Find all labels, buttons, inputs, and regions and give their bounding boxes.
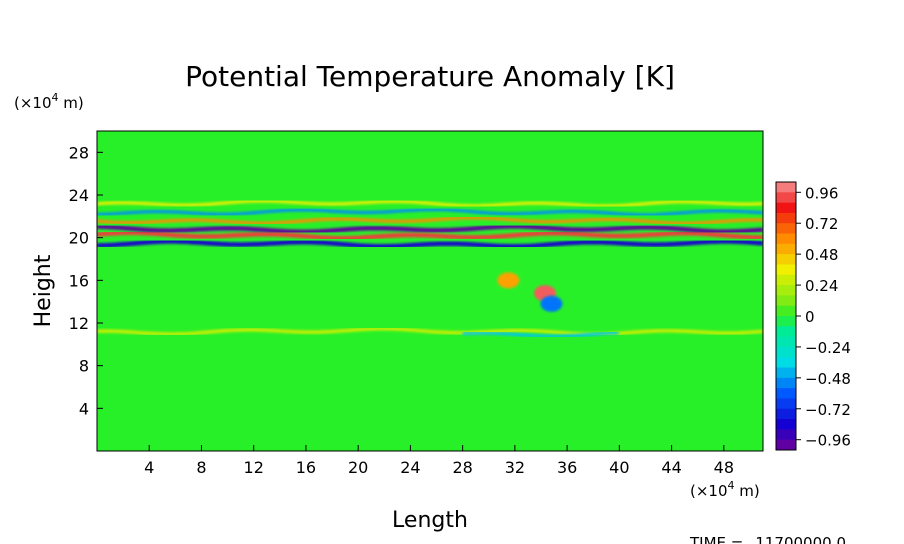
- colorbar-segment: [776, 398, 796, 410]
- colorbar-segment: [776, 408, 796, 420]
- colorbar: 0.96 0.72 0.48 0.24 0 −0.24 −0.48 −0.72 −0.96: [775, 181, 851, 451]
- colorbar-segment: [776, 419, 796, 430]
- colorbar-segment: [776, 377, 796, 389]
- x-tick-label: 4: [144, 458, 154, 477]
- x-tick-label: 12: [244, 458, 264, 477]
- x-tick-label: 32: [505, 458, 525, 477]
- plot-frame: [96, 130, 764, 452]
- colorbar-tick-label: 0.24: [805, 277, 838, 295]
- colorbar-tick-label: 0.48: [805, 246, 838, 264]
- anomaly-band: [97, 207, 763, 217]
- colorbar-segment: [776, 346, 796, 358]
- anomaly-band: [97, 199, 763, 208]
- colorbar-segment: [776, 439, 796, 451]
- y-tick-label: 8: [79, 357, 89, 376]
- x-tick-label: 16: [296, 458, 316, 477]
- colorbar-segment: [776, 264, 796, 276]
- x-tick-label: 20: [348, 458, 368, 477]
- x-tick-label: 48: [714, 458, 734, 477]
- anomaly-band: [97, 327, 763, 336]
- colorbar-tick-label: −0.24: [805, 339, 851, 357]
- y-tick-label: 24: [69, 186, 89, 205]
- y-tick-label: 12: [69, 314, 89, 333]
- colorbar-tick-label: −0.96: [805, 432, 851, 450]
- y-tick-label: 4: [79, 399, 89, 418]
- colorbar-segment: [776, 233, 796, 245]
- colorbar-tick-label: 0.96: [805, 184, 838, 202]
- x-tick-label: 24: [400, 458, 420, 477]
- colorbar-segment: [776, 212, 796, 224]
- colorbar-segment: [776, 295, 796, 307]
- colorbar-segment: [776, 326, 796, 338]
- colorbar-segment: [776, 316, 796, 327]
- x-tick-label: 36: [557, 458, 577, 477]
- colorbar-segment: [776, 182, 796, 193]
- y-tick-label: 28: [69, 143, 89, 162]
- colorbar-segment: [776, 254, 796, 265]
- x-tick-label: 8: [196, 458, 206, 477]
- colorbar-segment: [776, 274, 796, 286]
- colorbar-tick-label: 0.72: [805, 215, 838, 233]
- anomaly-blob: [497, 272, 520, 289]
- y-axis-unit: (×104 m): [14, 91, 84, 112]
- colorbar-segment: [776, 357, 796, 368]
- colorbar-segment: [776, 305, 796, 317]
- colorbar-segment: [776, 243, 796, 255]
- anomaly-blob: [540, 295, 563, 312]
- x-axis-label: Length: [392, 508, 468, 533]
- colorbar-segment: [776, 336, 796, 348]
- y-tick-label: 16: [69, 271, 89, 290]
- y-axis-ticks: 4 8 12 16 20 24 28: [69, 143, 103, 418]
- colorbar-segment: [776, 223, 796, 234]
- anomaly-band: [97, 239, 763, 249]
- plot-area: [97, 131, 763, 451]
- colorbar-tick-label: −0.48: [805, 370, 851, 388]
- colorbar-segment: [776, 202, 796, 214]
- field-background: [97, 131, 763, 451]
- colorbar-segment: [776, 429, 796, 441]
- x-axis-unit: (×104 m): [690, 479, 760, 500]
- anomaly-band: [97, 230, 763, 241]
- x-tick-label: 44: [661, 458, 681, 477]
- y-axis-label: Height: [31, 254, 56, 327]
- colorbar-segment: [776, 388, 796, 399]
- x-axis-ticks: 4 8 12 16 20 24 28 32 36 40 44 48: [144, 445, 734, 477]
- colorbar-segment: [776, 285, 796, 296]
- chart-title: Potential Temperature Anomaly [K]: [185, 60, 675, 93]
- anomaly-band: [97, 224, 763, 235]
- colorbar-tick-label: −0.72: [805, 401, 851, 419]
- x-tick-label: 40: [609, 458, 629, 477]
- colorbar-tick-label: 0: [805, 308, 815, 326]
- y-tick-label: 20: [69, 229, 89, 248]
- colorbar-segment: [776, 192, 796, 204]
- colorbar-segment: [776, 367, 796, 379]
- time-footer: TIME = 11700000.0: [689, 534, 846, 544]
- x-tick-label: 28: [452, 458, 472, 477]
- anomaly-band: [97, 216, 763, 226]
- anomaly-band: [462, 331, 619, 338]
